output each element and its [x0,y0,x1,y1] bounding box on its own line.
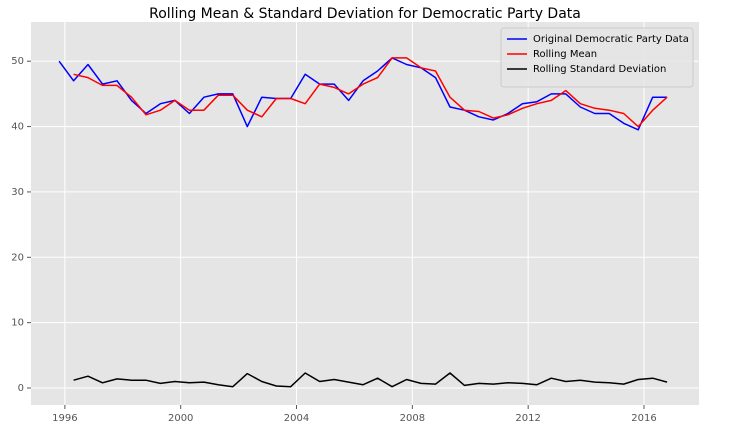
legend-label: Original Democratic Party Data [533,34,689,45]
x-tick-label: 2016 [631,413,656,424]
y-tick-label: 40 [11,122,24,133]
x-tick-label: 2008 [400,413,425,424]
chart-title: Rolling Mean & Standard Deviation for De… [149,6,581,22]
y-tick-label: 0 [18,383,24,394]
legend-label: Rolling Standard Deviation [533,64,666,75]
x-tick-label: 2004 [284,413,309,424]
x-tick-label: 1996 [52,413,77,424]
x-tick-label: 2000 [168,413,193,424]
series-line [73,57,668,128]
legend-box [500,27,694,88]
series-line [73,372,668,388]
x-tick-label: 2012 [515,413,540,424]
y-tick-label: 30 [11,187,24,198]
y-tick-label: 20 [11,252,24,263]
legend-label: Rolling Mean [533,49,597,60]
series-line [58,57,668,131]
y-tick-label: 10 [11,318,24,329]
y-tick-label: 50 [11,56,24,67]
